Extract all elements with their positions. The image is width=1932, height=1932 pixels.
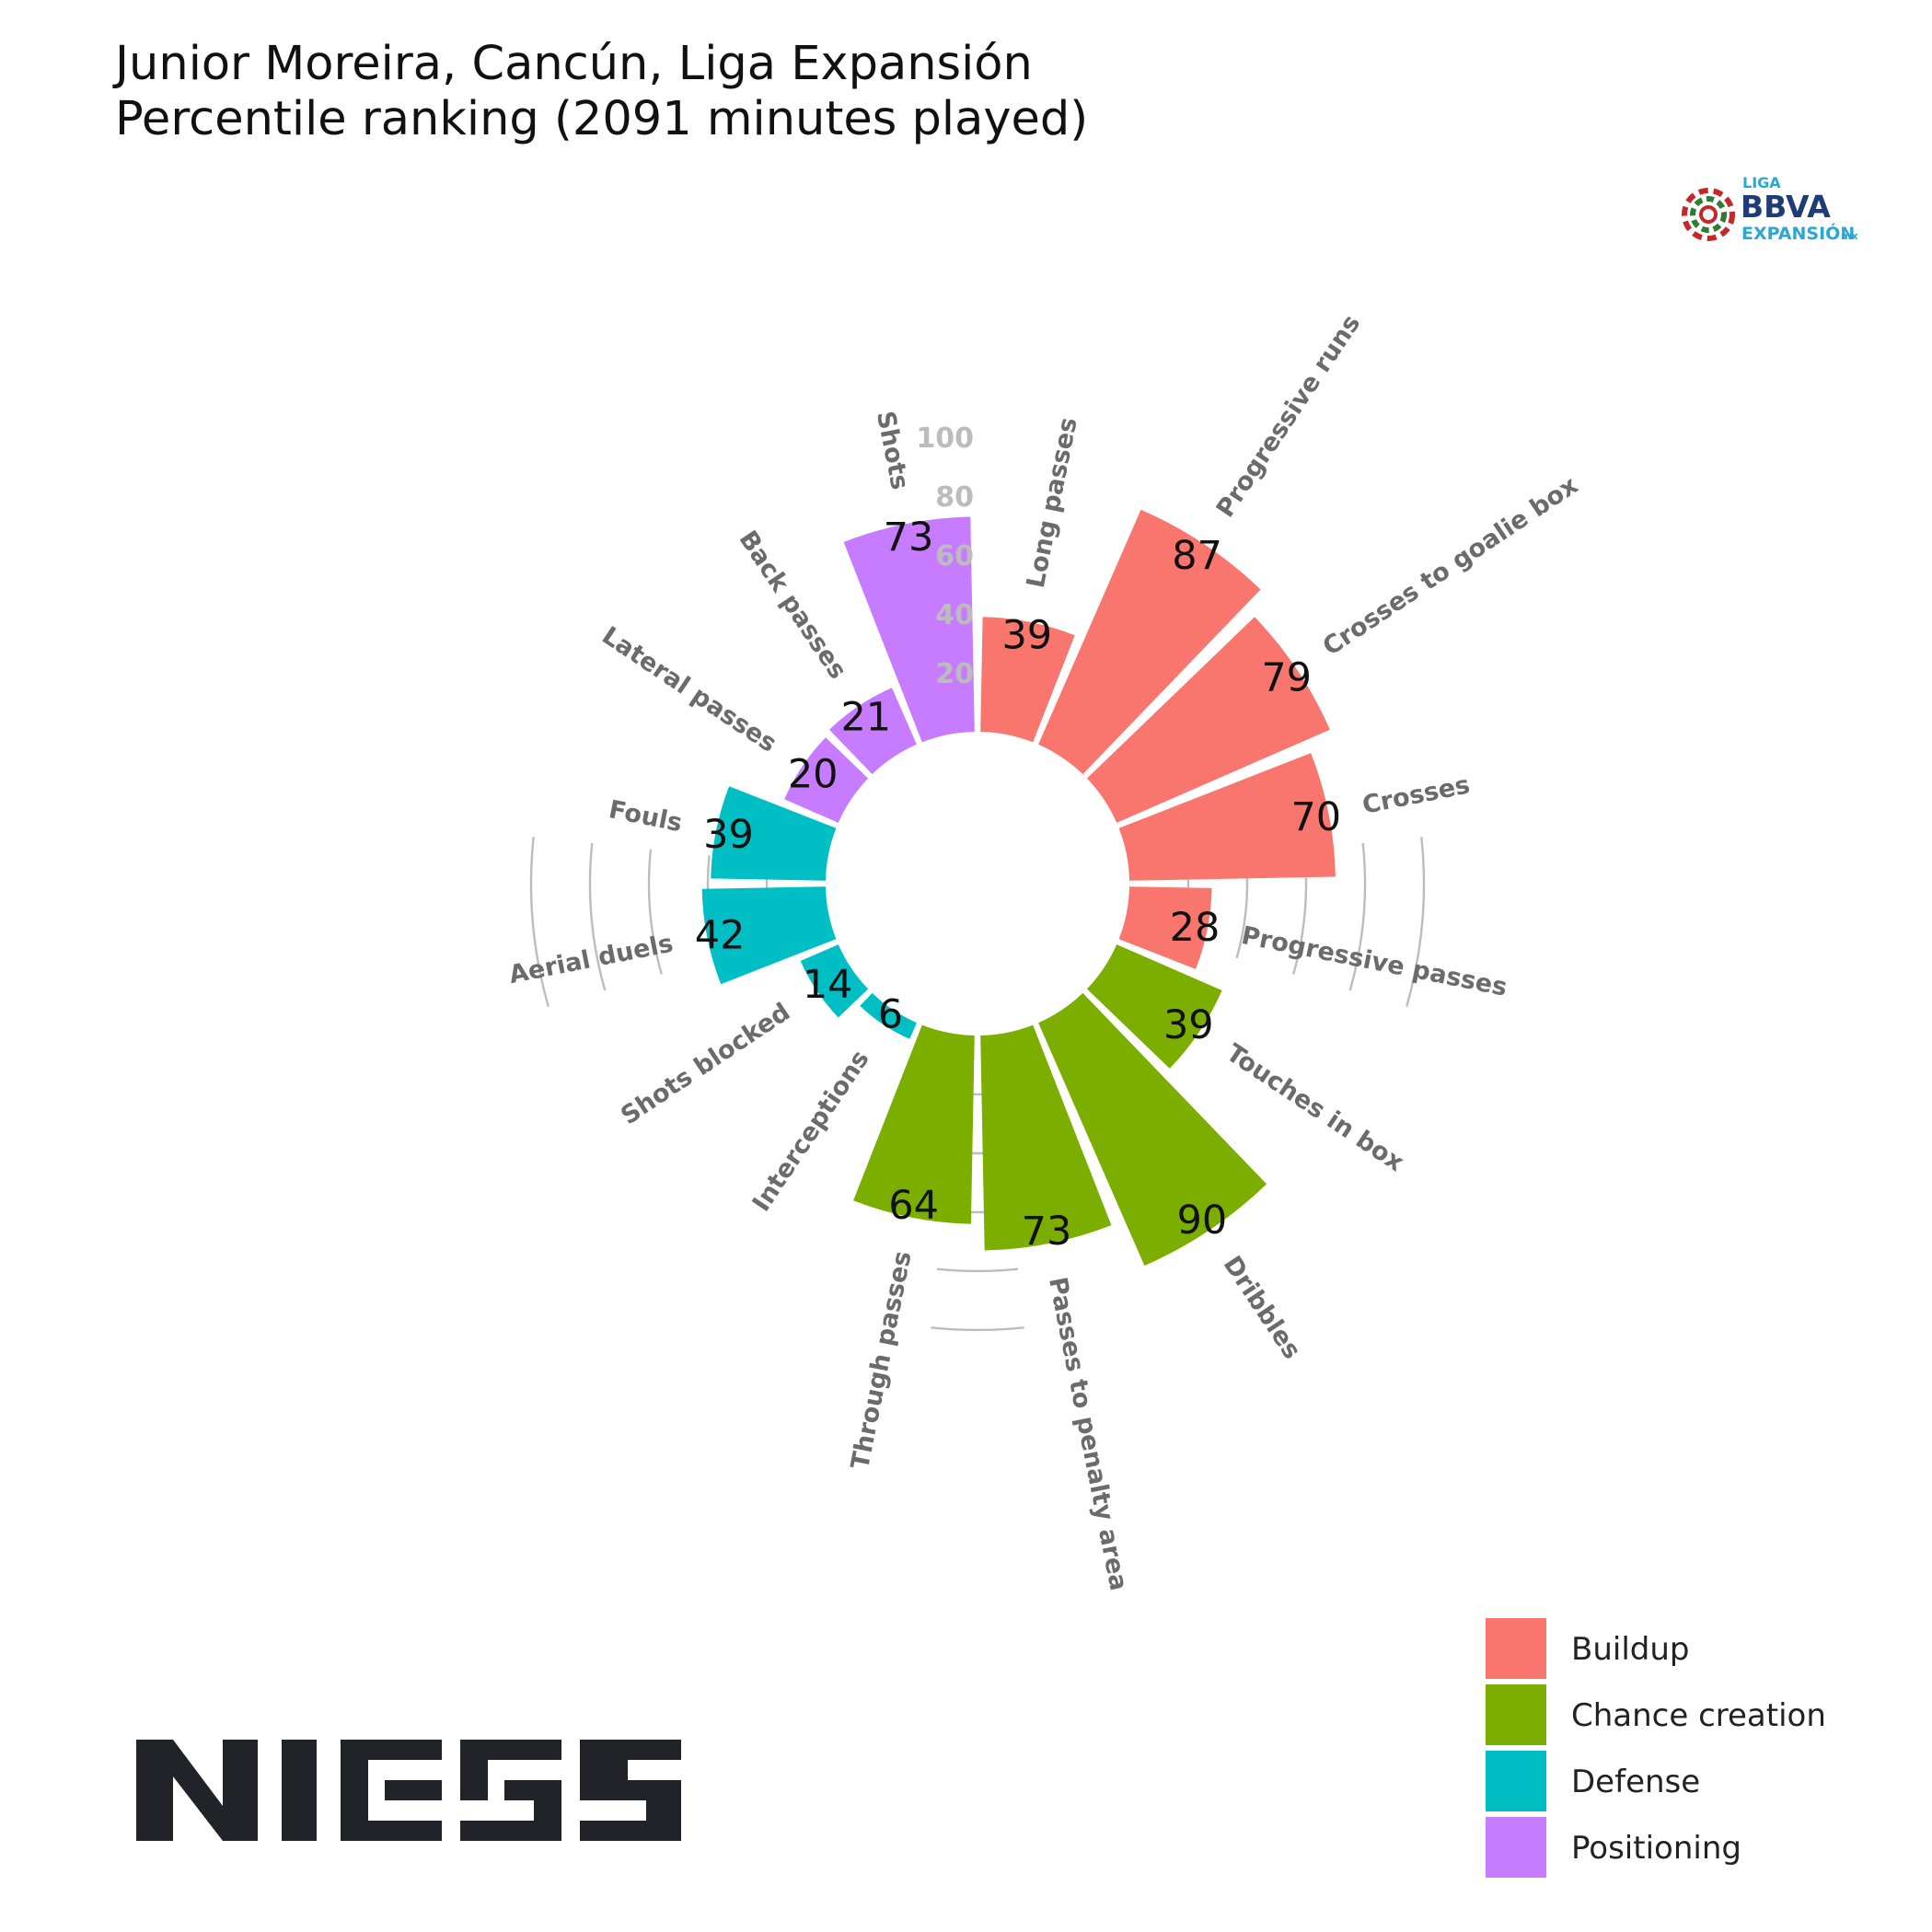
league-logo-line1: LIGA (1742, 174, 1781, 191)
chart-subtitle: Percentile ranking (2091 minutes played) (115, 92, 1088, 146)
value-label-progressive-runs: 87 (1172, 533, 1222, 579)
category-label-progressive-passes: Progressive passes (1239, 921, 1510, 1002)
value-label-lateral-passes: 20 (788, 752, 839, 798)
league-logo: LIGA BBVA EXPANSIÓN mx (1682, 174, 1858, 244)
bar-through-passes (853, 1024, 975, 1224)
category-label-shots: Shots (871, 409, 914, 492)
value-label-crosses-to-goalie-box: 79 (1261, 655, 1312, 701)
legend-label-chance-creation: Chance creation (1571, 1697, 1826, 1734)
gridline-arc-80-0 (588, 842, 607, 991)
value-label-shots: 73 (884, 515, 934, 561)
gridline-arc-80-1 (1348, 842, 1367, 991)
category-label-through-passes: Through passes (846, 1249, 918, 1472)
legend-label-buildup: Buildup (1571, 1631, 1689, 1668)
bar-crosses (1118, 753, 1336, 881)
category-label-passes-to-penalty-area: Passes to penalty area (1043, 1275, 1133, 1593)
legend-swatch-chance-creation (1486, 1684, 1546, 1745)
radial-tick-label: 80 (935, 481, 974, 514)
league-logo-suffix: mx (1841, 230, 1858, 242)
value-label-aerial-duels: 42 (695, 913, 746, 959)
bar-passes-to-penalty-area (980, 1024, 1112, 1251)
league-logo-line3: EXPANSIÓN (1741, 222, 1855, 244)
value-label-fouls: 39 (703, 812, 754, 858)
chart-title: Junior Moreira, Cancún, Liga Expansión (112, 37, 1033, 91)
bar-dribbles (1038, 992, 1267, 1267)
bar-shots-blocked (800, 944, 869, 1018)
league-logo-swirl-icon (1682, 188, 1735, 241)
league-logo-line2: BBVA (1741, 189, 1831, 225)
radial-tick-label: 40 (935, 599, 974, 631)
legend-swatch-defense (1486, 1751, 1546, 1811)
category-label-back-passes: Back passes (734, 526, 852, 684)
value-label-long-passes: 39 (1001, 613, 1052, 659)
bar-lateral-passes (784, 737, 869, 823)
bar-progressive-passes (1118, 886, 1212, 969)
bar-interceptions (860, 992, 917, 1039)
value-label-back-passes: 21 (840, 695, 891, 741)
category-label-aerial-duels: Aerial duels (506, 930, 675, 990)
bar-long-passes (980, 617, 1075, 743)
category-label-touches-in-box: Touches in box (1221, 1038, 1409, 1177)
bar-shots (843, 516, 975, 743)
brand-logo (136, 1740, 681, 1841)
gridline-arc-100-1 (1406, 837, 1426, 1008)
category-label-dribbles: Dribbles (1218, 1251, 1306, 1364)
value-label-touches-in-box: 39 (1163, 1002, 1214, 1048)
value-label-crosses: 70 (1290, 794, 1341, 840)
value-label-dribbles: 90 (1177, 1197, 1228, 1244)
category-label-crosses: Crosses (1360, 770, 1473, 820)
gridline-arc-60-0 (647, 849, 663, 975)
value-label-interceptions: 6 (878, 992, 903, 1038)
category-label-lateral-passes: Lateral passes (596, 621, 781, 758)
legend-swatch-positioning (1486, 1817, 1546, 1878)
category-label-long-passes: Long passes (1022, 415, 1083, 590)
legend-label-positioning: Positioning (1571, 1830, 1741, 1867)
gridline-arc-80-2 (936, 1267, 1019, 1273)
bar-progressive-runs (1038, 509, 1261, 775)
legend-label-defense: Defense (1571, 1764, 1700, 1800)
bar-touches-in-box (1086, 944, 1222, 1069)
gridline-arc-100-2 (931, 1326, 1024, 1332)
radial-tick-label: 60 (935, 540, 974, 573)
legend: Buildup Chance creation Defense Positioning (1486, 1618, 1826, 1878)
category-label-interceptions: Interceptions (747, 1046, 875, 1217)
bar-fouls (711, 786, 837, 881)
category-label-progressive-runs: Progressive runs (1211, 310, 1366, 523)
bar-aerial-duels (701, 886, 837, 985)
gridline-arc-100-0 (529, 837, 550, 1008)
category-label-fouls: Fouls (607, 795, 685, 838)
value-label-passes-to-penalty-area: 73 (1022, 1209, 1072, 1255)
value-label-through-passes: 64 (888, 1183, 939, 1229)
value-label-shots-blocked: 14 (803, 962, 853, 1008)
legend-swatch-buildup (1486, 1618, 1546, 1679)
value-label-progressive-passes: 28 (1170, 905, 1221, 951)
bar-back-passes (829, 688, 917, 775)
category-label-crosses-to-goalie-box: Crosses to goalie box (1318, 471, 1583, 662)
category-label-shots-blocked: Shots blocked (616, 998, 795, 1130)
radial-tick-label: 20 (935, 658, 974, 690)
bar-crosses-to-goalie-box (1086, 617, 1330, 823)
bars-layer (701, 509, 1336, 1267)
radial-tick-label: 100 (916, 422, 974, 455)
labels-layer: 20 40 60 80 100 39 Long passes 87 Progressive ru… (506, 310, 1583, 1593)
